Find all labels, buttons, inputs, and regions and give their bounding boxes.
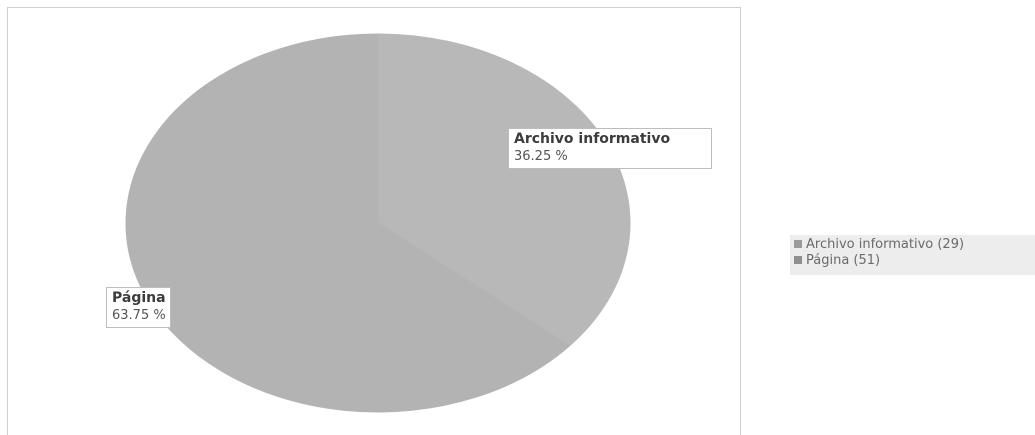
legend-swatch-pagina [794,255,802,264]
callout-label-archivo: Archivo informativo [514,131,671,147]
legend-item-pagina: Página (51) [794,253,1035,269]
callout-percent-pagina: 63.75 % [112,308,166,323]
legend-label-archivo: Archivo informativo (29) [806,237,965,252]
pie-chart [125,33,631,413]
callout-label-pagina: Página [112,290,166,306]
legend-swatch-archivo [794,239,802,248]
chart-frame: Archivo informativo 36.25 % Página 63.75… [7,7,741,435]
callout-pagina: Página 63.75 % [106,287,171,328]
legend-label-pagina: Página (51) [806,253,881,268]
chart-legend: Archivo informativo (29) Página (51) [790,235,1035,275]
legend-item-archivo: Archivo informativo (29) [794,237,1035,253]
callout-percent-archivo: 36.25 % [514,149,568,164]
callout-archivo-informativo: Archivo informativo 36.25 % [508,128,712,169]
